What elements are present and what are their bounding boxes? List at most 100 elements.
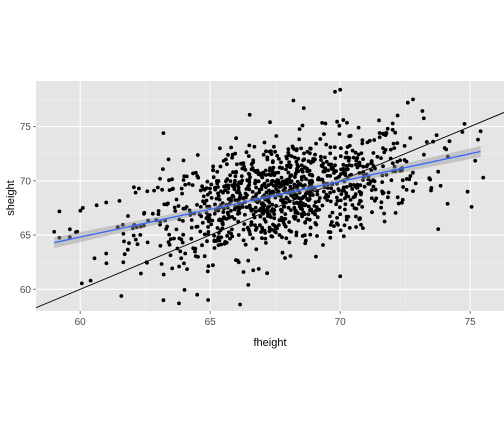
scatter-point (256, 267, 261, 271)
scatter-point (381, 164, 385, 169)
scatter-point (332, 145, 337, 150)
scatter-point (385, 126, 390, 131)
scatter-point (351, 155, 356, 160)
scatter-point (313, 152, 317, 157)
scatter-point (297, 127, 302, 131)
scatter-point (296, 156, 301, 161)
scatter-point (328, 151, 333, 156)
scatter-point (302, 165, 307, 170)
scatter-point (240, 178, 245, 183)
scatter-point (305, 149, 310, 154)
scatter-point (338, 198, 343, 203)
scatter-point (329, 162, 334, 167)
scatter-point (447, 139, 452, 144)
scatter-point (142, 210, 147, 215)
scatter-point (180, 191, 185, 196)
scatter-point (243, 242, 248, 247)
scatter-point (311, 193, 315, 197)
scatter-point (357, 171, 362, 175)
scatter-point (354, 162, 358, 167)
scatter-point (179, 256, 184, 261)
scatter-point (356, 125, 361, 130)
scatter-point (187, 208, 192, 213)
scatter-point (252, 168, 257, 173)
x-axis-ticks: 60 65 70 75 (75, 311, 476, 328)
scatter-point (277, 165, 282, 170)
scatter-point (170, 177, 175, 182)
scatter-point (369, 196, 374, 201)
scatter-point (322, 189, 326, 194)
scatter-point (174, 197, 179, 202)
scatter-point (177, 217, 182, 222)
scatter-point (337, 174, 342, 179)
scatter-point (260, 203, 265, 208)
scatter-point (303, 192, 308, 196)
scatter-point (380, 180, 385, 185)
scatter-point (230, 183, 235, 188)
scatter-point (221, 217, 226, 221)
scatter-point (231, 170, 235, 175)
scatter-point (351, 183, 356, 187)
scatter-point (294, 230, 299, 235)
scatter-point (226, 153, 230, 157)
scatter-point (224, 217, 229, 221)
scatter-point (243, 212, 247, 217)
scatter-point (398, 158, 403, 163)
scatter-point (189, 225, 194, 230)
scatter-point (335, 198, 340, 203)
y-tick-label: 70 (20, 176, 32, 187)
scatter-point (421, 116, 426, 121)
scatter-point (350, 203, 355, 207)
scatter-point (263, 173, 268, 177)
scatter-point (195, 174, 200, 178)
scatter-point (289, 154, 294, 159)
scatter-point (267, 229, 272, 234)
scatter-point (321, 169, 326, 174)
scatter-point (232, 207, 237, 212)
scatter-point (296, 195, 300, 200)
scatter-point (465, 189, 470, 194)
scatter-point (270, 234, 275, 239)
smooth-fit-line (54, 150, 481, 244)
scatter-points (52, 87, 486, 307)
scatter-point (272, 144, 276, 149)
scatter-point (347, 156, 352, 160)
scatter-point (209, 196, 214, 200)
scatter-point (177, 301, 181, 306)
scatter-point (281, 220, 286, 224)
scatter-point (252, 144, 257, 149)
scatter-point (342, 223, 347, 228)
scatter-point (345, 145, 350, 149)
scatter-point (236, 219, 241, 224)
scatter-point (325, 173, 330, 178)
scatter-point (422, 152, 426, 157)
scatter-point (379, 156, 383, 161)
scatter-point (201, 199, 205, 204)
scatter-point (275, 190, 280, 195)
scatter-point (195, 292, 200, 297)
smooth-fit-layer (54, 146, 481, 249)
scatter-point (331, 189, 336, 194)
scatter-point (313, 200, 318, 205)
scatter-point (238, 205, 243, 210)
scatter-point (361, 226, 365, 231)
scatter-point (293, 175, 297, 179)
scatter-point (247, 183, 252, 188)
scatter-point (213, 187, 218, 192)
scatter-point (230, 155, 235, 160)
scatter-point (223, 240, 228, 244)
scatter-point (322, 132, 326, 137)
scatter-point (259, 187, 264, 192)
scatter-point (379, 205, 383, 210)
scatter-point (183, 251, 188, 256)
scatter-point (377, 135, 382, 140)
scatter-point (52, 229, 57, 234)
scatter-point (349, 163, 354, 168)
reference-line (36, 112, 504, 309)
scatter-point (214, 208, 218, 212)
scatter-point (436, 169, 441, 174)
scatter-point (334, 202, 338, 207)
scatter-point (359, 151, 364, 156)
major-gridlines (36, 81, 504, 311)
